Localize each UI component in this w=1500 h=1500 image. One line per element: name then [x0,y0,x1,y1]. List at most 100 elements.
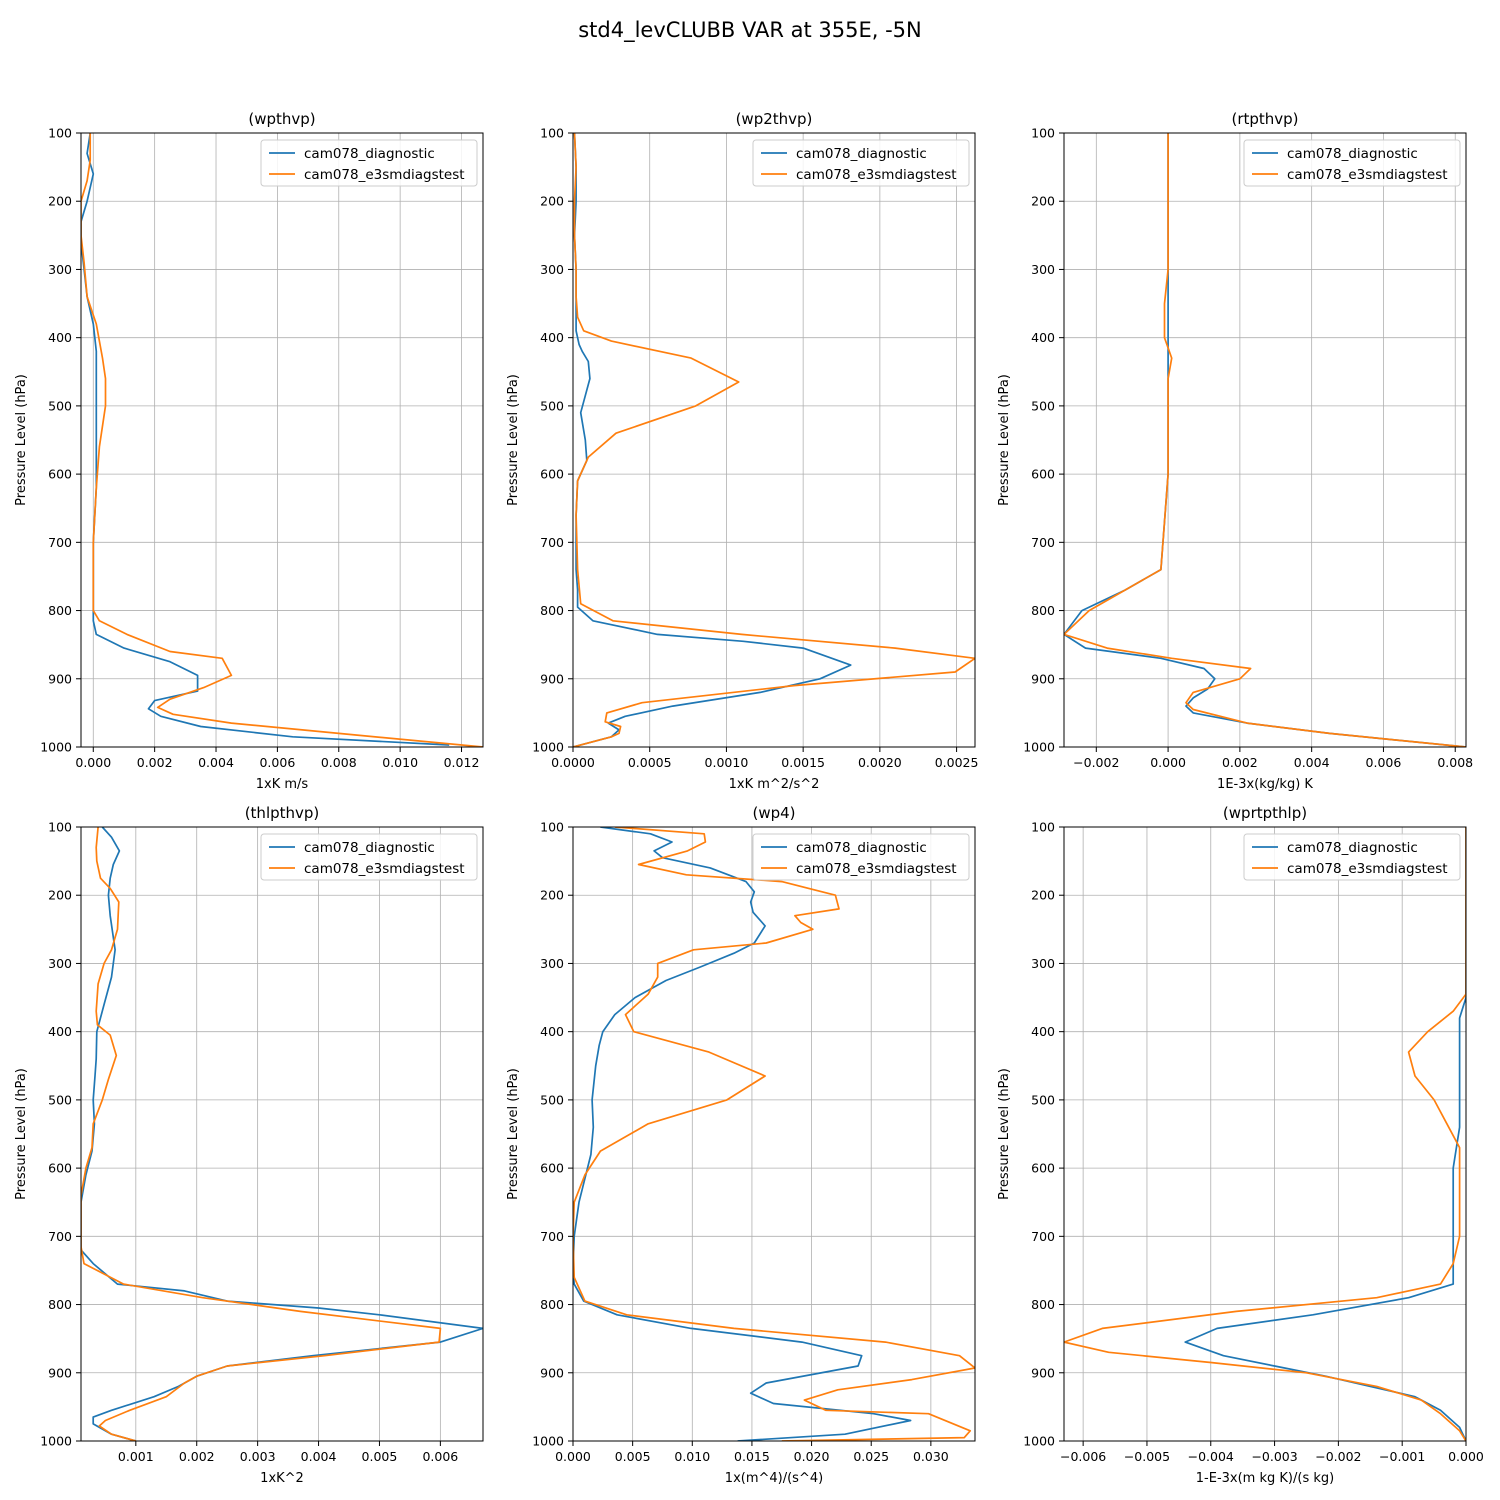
panel-5: 0.000 0.005 0.010 0.015 0.020 0.025 0.030 100 20… [506,804,976,1486]
series-line-e3smdiagstest [573,133,975,747]
x-tick-label: 0.030 [913,1449,949,1464]
x-tick-label: 0.0020 [858,755,902,770]
y-tick-label: 900 [48,671,72,686]
legend: cam078_diagnostic cam078_e3smdiagstest [1243,139,1461,187]
plot-frame [80,132,484,748]
legend-box [260,833,478,881]
y-tick-label: 700 [1031,1229,1055,1244]
legend-label: cam078_diagnostic [304,840,435,856]
y-tick-label: 600 [1031,1161,1055,1176]
y-tick-label: 700 [48,1229,72,1244]
x-tick-label: −0.002 [1073,755,1119,770]
y-tick-label: 300 [540,956,564,971]
legend-label: cam078_diagnostic [1287,840,1418,856]
y-axis-label: Pressure Level (hPa) [14,374,29,506]
legend-box [752,139,970,187]
y-tick-label: 700 [540,1229,564,1244]
legend-label: cam078_e3smdiagstest [304,167,465,183]
y-tick-label: 700 [1031,535,1055,550]
y-tick-label: 1000 [532,740,564,755]
x-tick-label: 0.020 [794,1449,830,1464]
y-tick-label: 900 [1031,671,1055,686]
legend-label: cam078_e3smdiagstest [796,861,957,877]
x-tick-label: 0.012 [444,755,480,770]
y-axis-label: Pressure Level (hPa) [14,1068,29,1200]
y-tick-label: 200 [540,194,564,209]
panel-title: (rtpthvp) [1231,110,1298,128]
y-tick-label: 1000 [40,740,72,755]
panel-title: (wp2thvp) [736,110,813,128]
x-tick-label: −0.005 [1124,1449,1170,1464]
y-tick-label: 200 [540,888,564,903]
y-tick-label: 100 [48,126,72,141]
y-axis-label: Pressure Level (hPa) [506,374,521,506]
y-tick-label: 300 [1031,262,1055,277]
y-axis-label: Pressure Level (hPa) [997,374,1012,506]
x-tick-label: 0.005 [615,1449,651,1464]
y-tick-label: 400 [48,330,72,345]
y-tick-label: 600 [1031,467,1055,482]
x-tick-label: 0.002 [1222,755,1258,770]
legend: cam078_diagnostic cam078_e3smdiagstest [752,833,970,881]
legend-label: cam078_e3smdiagstest [1287,861,1448,877]
legend-label: cam078_diagnostic [304,146,435,162]
y-tick-label: 400 [1031,1024,1055,1039]
y-tick-label: 1000 [532,1434,564,1449]
x-tick-label: 0.004 [301,1449,337,1464]
x-tick-label: 0.000 [1448,1449,1484,1464]
legend-box [260,139,478,187]
legend: cam078_diagnostic cam078_e3smdiagstest [1243,833,1461,881]
y-tick-label: 500 [48,398,72,413]
y-tick-label: 200 [1031,194,1055,209]
y-tick-label: 100 [1031,126,1055,141]
x-tick-label: 0.000 [1150,755,1186,770]
y-tick-label: 100 [1031,820,1055,835]
x-tick-label: 0.002 [137,755,173,770]
y-tick-label: 900 [48,1365,72,1380]
legend: cam078_diagnostic cam078_e3smdiagstest [260,139,478,187]
legend: cam078_diagnostic cam078_e3smdiagstest [752,139,970,187]
panel-title: (wpthvp) [248,110,315,128]
y-tick-label: 600 [540,467,564,482]
legend-label: cam078_diagnostic [1287,146,1418,162]
plot-frame [572,826,976,1442]
x-tick-label: 0.005 [362,1449,398,1464]
x-tick-label: 0.0005 [628,755,672,770]
legend-label: cam078_diagnostic [796,840,927,856]
plot-frame [572,132,976,748]
y-axis-label: Pressure Level (hPa) [997,1068,1012,1200]
y-tick-label: 600 [48,467,72,482]
x-axis-label: 1-E-3x(m kg K)/(s kg) [1196,1471,1334,1486]
x-tick-label: 0.008 [321,755,357,770]
panel-2: 0.0000 0.0005 0.0010 0.0015 0.0020 0.0025 100 2… [506,110,978,792]
x-tick-label: 0.0015 [781,755,825,770]
y-tick-label: 700 [540,535,564,550]
legend-box [1243,833,1461,881]
x-tick-label: 0.002 [179,1449,215,1464]
y-tick-label: 800 [540,1297,564,1312]
plot-frame [1063,132,1467,748]
panels-container: 0.000 0.002 0.004 0.006 0.008 0.010 0.012 100 20… [14,110,1484,1486]
x-axis-label: 1xK m/s [256,777,309,792]
series-line-e3smdiagstest [1064,827,1466,1441]
y-tick-label: 400 [48,1024,72,1039]
y-tick-label: 500 [540,1092,564,1107]
y-tick-label: 900 [540,1365,564,1380]
y-tick-label: 500 [1031,398,1055,413]
y-tick-label: 400 [1031,330,1055,345]
x-tick-label: 0.008 [1437,755,1473,770]
x-tick-label: −0.004 [1188,1449,1234,1464]
legend-label: cam078_e3smdiagstest [1287,167,1448,183]
y-tick-label: 600 [540,1161,564,1176]
y-tick-label: 1000 [40,1434,72,1449]
panel-6: −0.006 −0.005 −0.004 −0.003 −0.002 −0.001 0.00… [997,804,1484,1486]
x-tick-label: 0.003 [240,1449,276,1464]
series-line-diagnostic [1064,133,1466,747]
y-tick-label: 900 [1031,1365,1055,1380]
x-tick-label: −0.001 [1379,1449,1425,1464]
y-tick-label: 800 [48,1297,72,1312]
y-tick-label: 400 [540,330,564,345]
x-axis-label: 1x(m^4)/(s^4) [725,1471,823,1486]
x-tick-label: 0.015 [734,1449,770,1464]
